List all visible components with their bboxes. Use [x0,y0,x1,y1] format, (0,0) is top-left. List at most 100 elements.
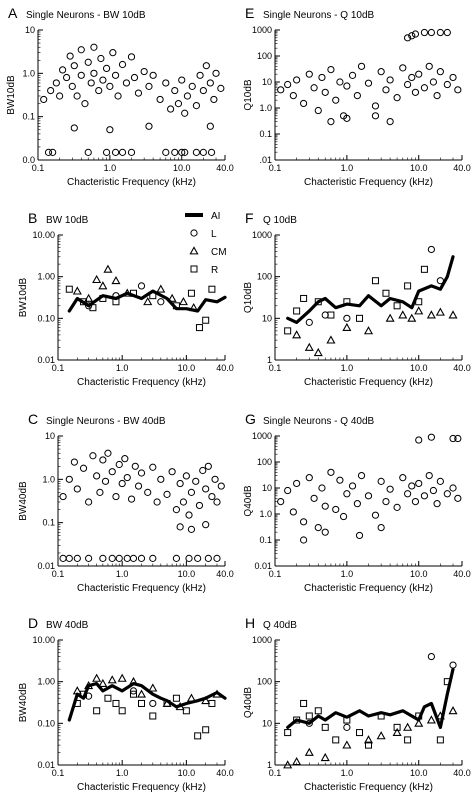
y-tick-label: 0.10 [37,313,55,323]
panel-letter: G [245,411,256,427]
legend-square-swatch [190,265,198,273]
data-point-circle [137,469,146,477]
data-point-circle [172,506,181,514]
data-point-square [65,285,73,293]
data-point-square [202,726,210,734]
data-point-circle [408,32,416,40]
data-point-circle [59,66,67,74]
data-point-circle [210,95,218,104]
data-point-triangle [201,695,211,705]
legend-label: CM [211,247,227,258]
data-point-circle [404,80,412,89]
x-tick-label: 0.1 [269,569,282,579]
data-point-triangle [363,326,374,335]
data-point-circle [332,505,340,514]
data-point-circle [118,60,127,69]
data-point-circle [68,82,76,90]
data-point-square [343,716,351,724]
data-point-square [293,716,301,724]
x-tick-label: 0.1 [52,768,65,778]
data-point-circle [149,699,157,708]
data-point-square [93,707,101,715]
data-point-circle [192,148,201,156]
data-point-triangle [342,322,352,332]
data-point-square [104,694,112,702]
data-point-circle [436,477,444,485]
data-point-circle [73,485,81,493]
data-point-circle [188,82,196,90]
x-axis-label: Chacteristic Frequency (kHz) [304,583,433,594]
data-point-circle [202,485,210,493]
data-point-circle [217,482,225,490]
data-point-circle [314,106,322,115]
x-tick-label: 1.0 [341,163,354,173]
y-tick-label: 1.00 [37,677,55,687]
data-point-circle [425,471,433,480]
data-point-triangle [148,683,158,692]
data-point-circle [87,79,95,87]
data-point-square [343,298,351,306]
data-point-circle [90,43,98,51]
data-point-triangle [320,752,330,762]
data-point-circle [145,122,153,130]
data-point-circle [420,28,429,37]
data-point-circle [95,86,103,95]
data-point-circle [144,488,152,496]
data-point-circle [171,148,179,156]
data-point-circle [327,117,335,126]
y-axis-label: BW40dB [18,682,29,722]
data-point-circle [393,94,401,102]
data-point-circle [140,67,148,76]
data-point-square [99,294,107,302]
x-tick-label: 0.1 [52,569,65,579]
data-point-circle [66,52,74,60]
data-point-circle [99,554,107,562]
data-point-circle [79,464,88,472]
data-point-circle [411,497,420,506]
data-point-circle [65,554,73,562]
y-tick-label: 1000 [252,431,272,441]
y-tick-label: 100 [257,51,272,61]
data-point-triangle [178,297,188,306]
y-axis-label: Q10dB [243,282,254,313]
data-point-circle [114,92,122,100]
x-tick-label: 1.0 [341,569,354,579]
data-point-square [112,699,120,707]
data-point-triangle [326,335,336,344]
data-point-triangle [435,711,445,720]
panel-title: Q 10dB [263,215,297,226]
y-tick-label: 10.00 [32,230,55,240]
data-point-circle [408,73,416,82]
data-point-circle [111,148,120,156]
data-point-circle [299,99,308,108]
data-point-triangle [414,718,424,727]
data-point-circle [49,148,57,156]
y-tick-label: 10 [262,483,272,493]
data-point-triangle [189,302,199,312]
data-point-circle [183,92,192,100]
data-point-circle [353,500,361,508]
data-point-circle [299,518,308,526]
y-tick-label: 100 [257,272,272,282]
y-axis-label: BW10dB [18,277,29,317]
data-point-circle [289,91,297,100]
data-point-circle [454,434,462,443]
data-point-square [393,723,401,731]
y-tick-label: 10.00 [32,635,55,645]
y-tick-label: 0.1 [22,112,35,122]
series-line-ai [67,682,227,722]
y-tick-label: 0.01 [37,760,55,770]
chart-panel-h: H Q 40dB 1 10 100 1000 0.1 1.0 10.0 40.0 Chacteris… [243,615,471,793]
data-point-circle [204,462,212,470]
x-tick-label: 0.1 [269,163,282,173]
x-tick-label: 40.0 [216,363,234,373]
data-point-circle [336,78,344,86]
series-line-ai [67,289,227,313]
data-point-circle [157,475,165,483]
data-point-circle [96,488,104,496]
data-point-circle [299,536,308,544]
data-point-circle [415,436,423,444]
data-point-circle [207,148,216,156]
x-axis-label: Chacteristic Frequency (kHz) [67,177,196,188]
data-point-circle [208,492,216,501]
